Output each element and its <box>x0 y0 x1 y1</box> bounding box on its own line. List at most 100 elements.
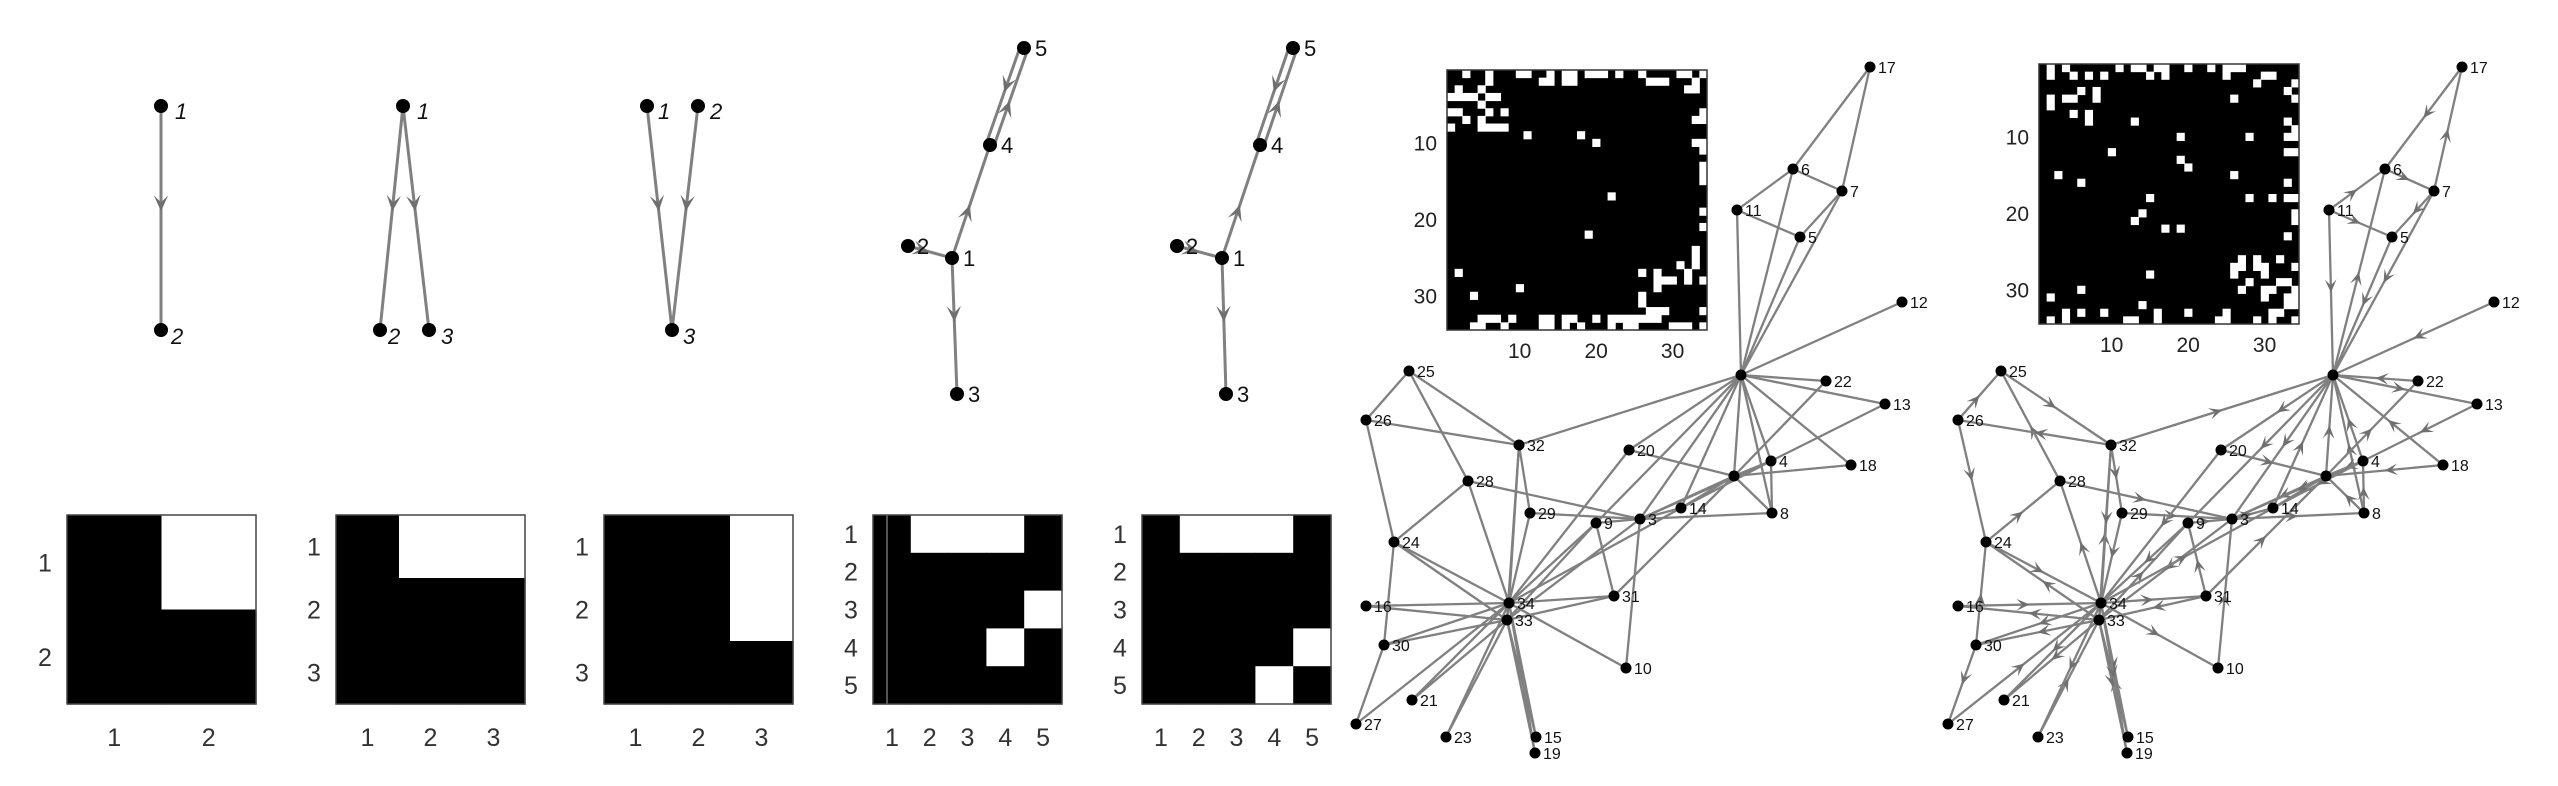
column-tick: 2 <box>692 724 706 752</box>
node <box>2327 369 2339 381</box>
node-label: 8 <box>2372 506 2381 523</box>
row-tick: 3 <box>844 597 858 625</box>
node <box>1501 614 1513 626</box>
inset-cell <box>2283 278 2292 287</box>
inset-cell <box>2291 194 2300 203</box>
node <box>2437 459 2449 471</box>
matrix-frame <box>335 514 526 705</box>
matrix-cell <box>1179 590 1219 629</box>
inset-cell <box>2283 86 2292 96</box>
edge <box>1506 518 1641 621</box>
node-label: 27 <box>1364 717 1382 734</box>
inset-cell <box>2260 262 2269 271</box>
column-tick: 2 <box>1192 724 1206 752</box>
node-label: 3 <box>2240 512 2249 529</box>
inset-cell <box>1477 322 1486 331</box>
inset-cell <box>2046 316 2055 325</box>
node-label: 25 <box>2009 364 2027 381</box>
edge-arrowhead <box>2052 638 2066 652</box>
inset-cell <box>1638 299 1647 308</box>
edge-arrowhead <box>649 194 665 212</box>
node-label: 16 <box>1966 599 1984 616</box>
inset-cell <box>1584 230 1593 239</box>
inset-cell <box>2092 86 2101 96</box>
inset-cell <box>1515 70 1524 79</box>
edge <box>1732 374 1743 477</box>
edge <box>950 144 992 259</box>
node-label: 32 <box>1527 438 1545 455</box>
inset-cell <box>1477 85 1486 94</box>
inset-cell <box>2237 64 2246 73</box>
node-label: 4 <box>1779 454 1788 471</box>
row-tick: 5 <box>844 672 858 700</box>
edge <box>1506 522 1597 621</box>
inset-cell <box>2230 94 2239 103</box>
inset-cell <box>1653 307 1662 316</box>
column-tick: 1 <box>361 724 375 752</box>
node <box>1360 414 1372 426</box>
node-label: 23 <box>2046 730 2064 747</box>
inset-cell <box>1638 268 1647 277</box>
inset-cell <box>2268 285 2277 294</box>
edge-arrowhead <box>1966 395 1980 410</box>
edge-arrowhead <box>2260 435 2274 449</box>
inset-cell <box>1500 322 1509 331</box>
node-label: 20 <box>1637 443 1655 460</box>
edge <box>1639 506 1682 521</box>
row-tick: 4 <box>1113 634 1127 662</box>
inset-cell <box>1546 314 1555 323</box>
node <box>1879 398 1891 410</box>
edge <box>1529 511 1641 521</box>
edge-arrowhead <box>2037 624 2052 636</box>
matrix-cell <box>873 590 912 629</box>
node <box>1170 239 1184 253</box>
matrix-cell <box>1293 666 1332 705</box>
inset-cell <box>2237 285 2246 294</box>
edge-arrowhead <box>2144 549 2158 563</box>
inset-cell <box>2153 64 2162 73</box>
small-graph-2: 1 2 3 1 2 3 1 2 3 <box>307 99 526 752</box>
inset-cell <box>1699 207 1708 216</box>
edge <box>1508 594 1615 605</box>
node <box>691 99 705 113</box>
node <box>1952 414 1964 426</box>
node <box>1215 251 1229 265</box>
edge <box>1740 300 1903 377</box>
matrix-cell <box>1142 552 1181 592</box>
edge <box>1355 602 1510 725</box>
node-label: 2 <box>170 324 183 349</box>
inset-cell <box>1630 314 1639 323</box>
node-label: 13 <box>2485 397 2503 414</box>
edge-arrowhead <box>946 305 961 322</box>
edge-arrowhead <box>1272 74 1286 93</box>
node-label: 12 <box>1910 295 1928 312</box>
node-label: 26 <box>1966 413 1984 430</box>
matrix-cell <box>1024 666 1063 705</box>
inset-cell <box>1699 322 1708 331</box>
column-tick: 1 <box>629 724 643 752</box>
column-tick: 4 <box>1267 724 1281 752</box>
node-label: 19 <box>1543 746 1561 763</box>
edge-arrowhead <box>2318 473 2333 485</box>
edge-arrowhead <box>2030 426 2042 441</box>
inset-cell <box>2130 117 2139 126</box>
edge <box>1220 257 1228 395</box>
node <box>2357 455 2369 467</box>
matrix-cell <box>399 515 463 579</box>
node-label: 1 <box>417 99 429 124</box>
inset-cell <box>2069 71 2078 80</box>
inset-cell <box>1699 307 1708 316</box>
edge-arrowhead <box>1963 467 1975 481</box>
inset-cell <box>1485 123 1494 132</box>
node <box>2116 507 2128 519</box>
node-label: 30 <box>1984 638 2002 655</box>
edge <box>1365 418 1520 447</box>
inset-cell <box>2046 293 2055 302</box>
matrix-cell <box>1255 666 1294 705</box>
inset-cell <box>2069 109 2078 119</box>
column-tick: 3 <box>487 724 501 752</box>
node-label: 1 <box>658 99 670 124</box>
row-tick: 3 <box>1113 597 1127 625</box>
inset-cell <box>2230 262 2239 271</box>
inset-cell <box>1699 177 1708 186</box>
